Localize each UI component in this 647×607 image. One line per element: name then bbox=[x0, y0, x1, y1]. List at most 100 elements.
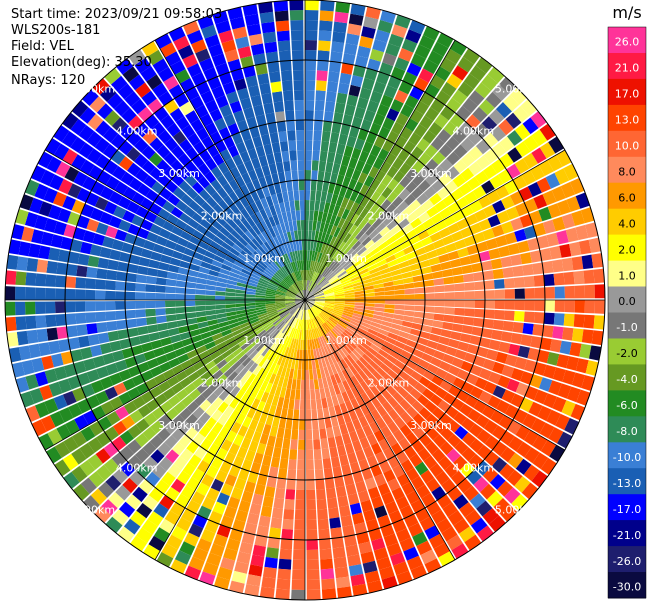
velocity-gate bbox=[336, 228, 345, 240]
velocity-gate bbox=[260, 257, 270, 267]
velocity-gate bbox=[305, 40, 317, 51]
velocity-gate bbox=[337, 321, 347, 330]
velocity-gate bbox=[227, 340, 238, 349]
velocity-gate bbox=[316, 315, 324, 325]
velocity-gate bbox=[90, 380, 104, 394]
velocity-gate bbox=[546, 409, 561, 426]
velocity-gate bbox=[390, 552, 406, 566]
velocity-gate bbox=[404, 95, 419, 109]
velocity-gate bbox=[348, 178, 358, 191]
velocity-gate bbox=[358, 268, 369, 276]
velocity-gate bbox=[542, 190, 557, 206]
velocity-gate bbox=[305, 439, 313, 450]
velocity-gate bbox=[319, 221, 326, 233]
velocity-gate bbox=[335, 239, 343, 250]
velocity-gate bbox=[120, 461, 136, 477]
velocity-gate bbox=[583, 269, 595, 284]
velocity-gate bbox=[309, 210, 314, 221]
velocity-gate bbox=[523, 464, 540, 482]
velocity-gate bbox=[456, 105, 472, 121]
velocity-gate bbox=[424, 293, 435, 300]
velocity-gate bbox=[204, 230, 216, 241]
velocity-gate bbox=[305, 300, 308, 310]
velocity-gate bbox=[290, 439, 298, 450]
velocity-gate bbox=[172, 130, 187, 145]
velocity-gate bbox=[260, 318, 271, 325]
velocity-gate bbox=[567, 386, 581, 403]
velocity-gate bbox=[198, 350, 210, 360]
velocity-gate bbox=[453, 159, 468, 174]
colorbar-tick-label: 21.0 bbox=[615, 62, 640, 75]
velocity-gate bbox=[29, 388, 44, 404]
velocity-gate bbox=[271, 329, 280, 339]
velocity-gate bbox=[508, 436, 524, 452]
velocity-gate bbox=[530, 336, 542, 349]
velocity-gate bbox=[420, 549, 437, 565]
velocity-gate bbox=[338, 133, 348, 146]
velocity-gate bbox=[343, 344, 352, 355]
velocity-gate bbox=[337, 270, 347, 278]
velocity-gate bbox=[305, 250, 308, 260]
velocity-gate bbox=[413, 281, 425, 288]
velocity-gate bbox=[72, 431, 87, 448]
velocity-gate bbox=[395, 496, 410, 510]
velocity-gate bbox=[367, 486, 381, 500]
velocity-gate bbox=[268, 404, 277, 416]
velocity-gate bbox=[130, 535, 148, 552]
velocity-gate bbox=[387, 369, 399, 380]
velocity-gate bbox=[361, 353, 372, 364]
range-ring-label: 1.00km bbox=[325, 252, 367, 265]
velocity-gate bbox=[424, 300, 435, 306]
velocity-gate bbox=[410, 370, 423, 382]
velocity-gate bbox=[272, 416, 281, 428]
velocity-gate bbox=[260, 220, 269, 231]
velocity-gate bbox=[142, 441, 157, 456]
velocity-gate bbox=[271, 507, 283, 519]
velocity-gate bbox=[282, 438, 291, 450]
velocity-gate bbox=[210, 350, 222, 360]
velocity-gate bbox=[318, 277, 327, 286]
range-ring-label: 5.00km bbox=[74, 82, 116, 95]
velocity-gate bbox=[302, 280, 305, 291]
velocity-gate bbox=[181, 337, 193, 347]
velocity-gate bbox=[488, 371, 502, 385]
velocity-gate bbox=[321, 282, 331, 289]
velocity-gate bbox=[523, 430, 539, 446]
velocity-gate bbox=[374, 505, 388, 519]
velocity-gate bbox=[543, 393, 558, 409]
velocity-gate bbox=[318, 326, 325, 336]
velocity-gate bbox=[225, 296, 236, 300]
velocity-gate bbox=[175, 300, 186, 307]
velocity-gate bbox=[418, 179, 431, 193]
velocity-gate bbox=[246, 407, 257, 419]
velocity-gate bbox=[374, 295, 385, 300]
velocity-gate bbox=[345, 327, 356, 335]
velocity-gate bbox=[280, 244, 287, 255]
velocity-gate bbox=[173, 35, 190, 51]
velocity-gate bbox=[164, 137, 179, 152]
velocity-gate bbox=[366, 433, 378, 446]
velocity-gate bbox=[323, 222, 330, 234]
velocity-gate bbox=[533, 194, 548, 209]
velocity-gate bbox=[118, 140, 134, 156]
velocity-gate bbox=[274, 406, 283, 418]
velocity-gate bbox=[539, 123, 556, 141]
velocity-gate bbox=[136, 527, 153, 544]
velocity-gate bbox=[307, 319, 310, 330]
velocity-gate bbox=[386, 191, 399, 203]
velocity-gate bbox=[312, 261, 318, 272]
velocity-gate bbox=[246, 373, 256, 384]
velocity-gate bbox=[454, 425, 469, 440]
velocity-gate bbox=[442, 502, 458, 518]
velocity-gate bbox=[461, 447, 476, 462]
velocity-gate bbox=[393, 314, 404, 321]
velocity-gate bbox=[310, 389, 316, 400]
velocity-gate bbox=[359, 437, 371, 449]
velocity-gate bbox=[153, 215, 166, 228]
velocity-gate bbox=[389, 350, 401, 360]
velocity-gate bbox=[324, 477, 335, 489]
velocity-gate bbox=[472, 271, 484, 282]
velocity-gate bbox=[132, 486, 148, 503]
velocity-gate bbox=[530, 165, 545, 181]
velocity-gate bbox=[449, 258, 462, 268]
